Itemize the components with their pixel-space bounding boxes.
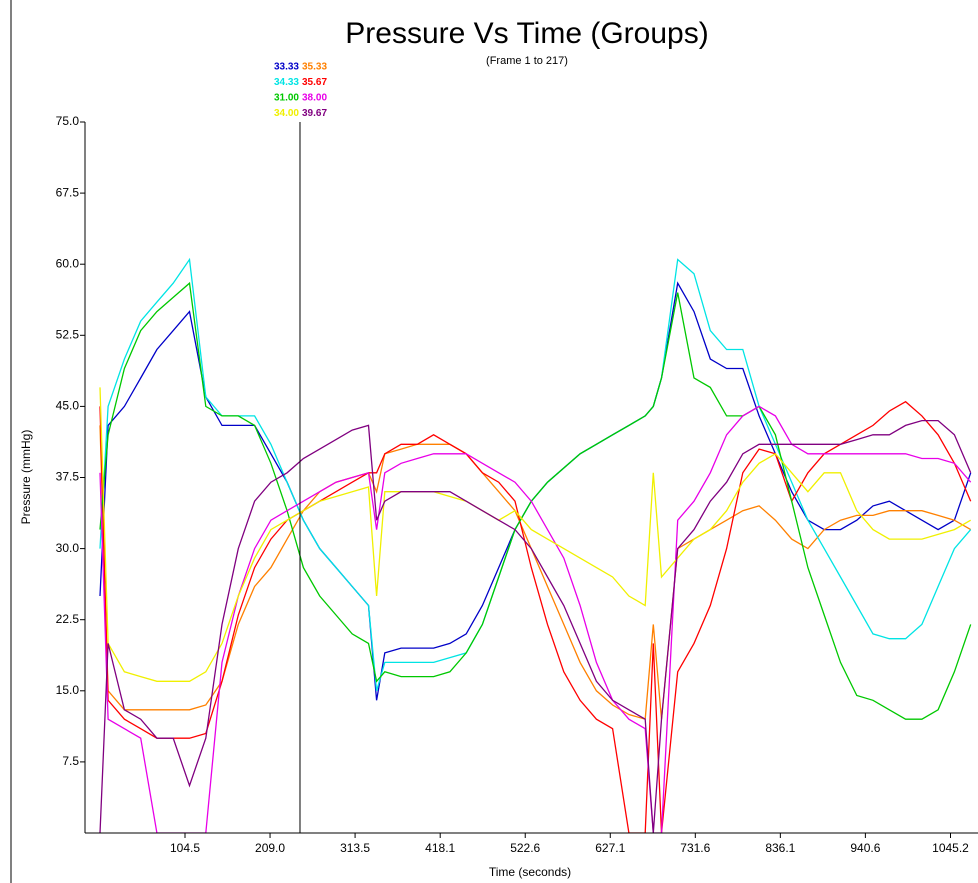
cursor-readout: 38.00 bbox=[302, 93, 327, 104]
plot-area bbox=[99, 257, 972, 833]
y-tick-label: 60.0 bbox=[56, 256, 80, 270]
x-tick-label: 522.6 bbox=[510, 841, 540, 855]
cursor-readout: 33.33 bbox=[274, 62, 299, 73]
x-tick-label: 627.1 bbox=[595, 841, 625, 855]
chart-title: Pressure Vs Time (Groups) bbox=[345, 17, 708, 50]
x-tick-label: 1045.2 bbox=[932, 841, 969, 855]
y-tick-label: 30.0 bbox=[56, 541, 80, 555]
cursor-readout: 34.00 bbox=[274, 108, 299, 119]
y-tick-label: 37.5 bbox=[56, 470, 80, 484]
y-tick-label: 75.0 bbox=[56, 114, 80, 128]
cursor-readout: 35.33 bbox=[302, 62, 327, 73]
chart-subtitle: (Frame 1 to 217) bbox=[486, 55, 568, 67]
y-tick-label: 67.5 bbox=[56, 185, 80, 199]
x-tick-label: 731.6 bbox=[680, 841, 710, 855]
x-axis-title: Time (seconds) bbox=[489, 865, 571, 879]
x-tick-label: 940.6 bbox=[850, 841, 880, 855]
cursor-readout: 35.67 bbox=[302, 77, 327, 88]
y-tick-label: 15.0 bbox=[56, 683, 80, 697]
x-tick-label: 418.1 bbox=[425, 841, 455, 855]
y-tick-label: 45.0 bbox=[56, 399, 80, 413]
series-line bbox=[99, 400, 972, 833]
series-line bbox=[99, 419, 972, 833]
y-tick-label: 52.5 bbox=[56, 327, 80, 341]
cursor-readout: 31.00 bbox=[274, 93, 299, 104]
cursor-readout: 34.33 bbox=[274, 77, 299, 88]
y-tick-label: 7.5 bbox=[62, 754, 79, 768]
x-tick-label: 313.5 bbox=[340, 841, 370, 855]
x-tick-label: 104.5 bbox=[170, 841, 200, 855]
series-line bbox=[99, 387, 972, 682]
y-axis-title: Pressure (mmHg) bbox=[19, 430, 33, 525]
series-line bbox=[99, 405, 972, 833]
cursor-readout: 39.67 bbox=[302, 108, 327, 119]
x-tick-label: 836.1 bbox=[765, 841, 795, 855]
y-tick-label: 22.5 bbox=[56, 612, 80, 626]
x-tick-label: 209.0 bbox=[255, 841, 285, 855]
